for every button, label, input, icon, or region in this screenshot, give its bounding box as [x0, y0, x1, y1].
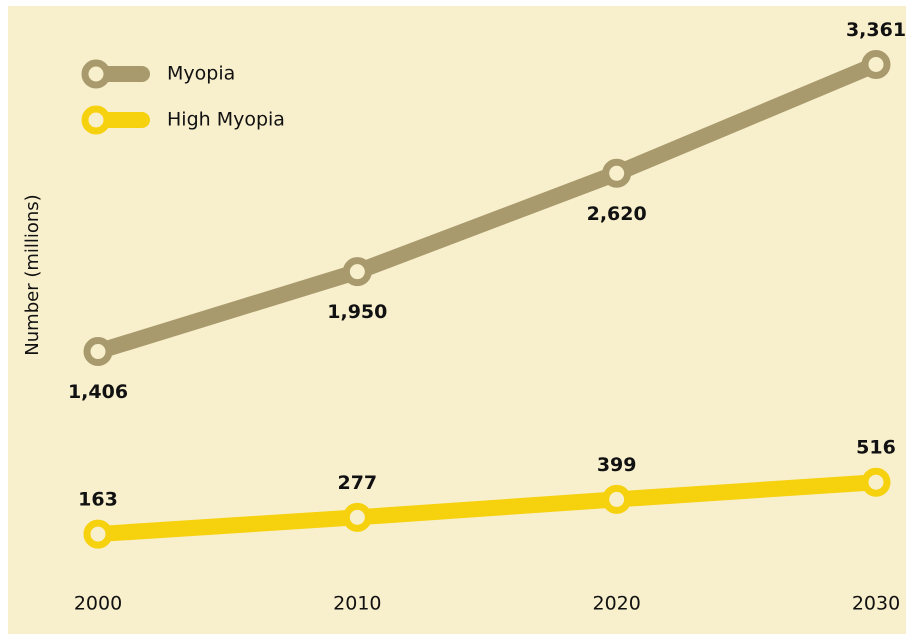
point-marker: [861, 49, 891, 79]
legend-marker: [81, 59, 111, 89]
value-label: 1,950: [327, 301, 387, 323]
value-label: 516: [856, 437, 896, 459]
value-label: 3,361: [846, 19, 906, 41]
point-marker: [861, 467, 891, 497]
point-marker: [342, 502, 372, 532]
y-axis-label: Number (millions): [22, 194, 43, 355]
legend-label: Myopia: [167, 63, 235, 85]
legend-label: High Myopia: [167, 109, 285, 131]
legend-marker: [81, 105, 111, 135]
value-label: 163: [78, 489, 118, 511]
value-label: 399: [597, 454, 637, 476]
value-label: 2,620: [587, 203, 647, 225]
point-marker: [342, 257, 372, 287]
x-tick-label: 2030: [852, 593, 900, 615]
series-line: [90, 474, 884, 543]
point-marker: [602, 158, 632, 188]
x-tick-label: 2020: [592, 593, 640, 615]
value-label: 1,406: [68, 381, 128, 403]
x-tick-label: 2010: [333, 593, 381, 615]
series-line: [90, 56, 884, 360]
x-tick-label: 2000: [74, 593, 122, 615]
point-marker: [602, 484, 632, 514]
value-label: 277: [337, 472, 377, 494]
point-marker: [83, 519, 113, 549]
point-marker: [83, 337, 113, 367]
